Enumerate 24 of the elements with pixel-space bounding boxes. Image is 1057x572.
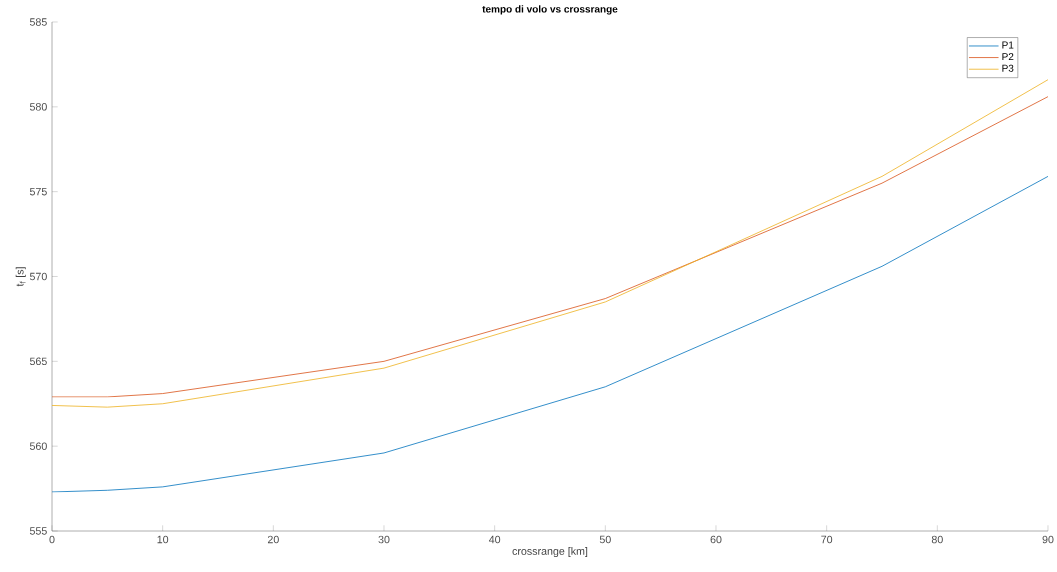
y-axis-title: t$_{f}$ [s] <box>15 267 26 287</box>
y-tick-label: 585 <box>29 18 47 26</box>
x-tick-label: 40 <box>488 535 501 544</box>
y-tick-label: 580 <box>29 103 47 111</box>
y-tick-label: 555 <box>29 527 47 535</box>
chart-title: tempo di volo vs crossrange <box>482 5 618 15</box>
y-tick-label: 570 <box>29 272 47 281</box>
x-tick-label: 0 <box>49 535 55 544</box>
legend-label: P1 <box>1002 41 1014 49</box>
x-tick-label: 20 <box>267 535 279 544</box>
line-series <box>52 176 1048 493</box>
x-tick-label: 70 <box>821 535 833 544</box>
legend-label: P3 <box>1002 64 1014 72</box>
x-tick-label: 60 <box>710 535 722 544</box>
x-tick-label: 10 <box>157 535 169 544</box>
y-tick-label: 575 <box>29 187 47 196</box>
x-tick-label: 30 <box>378 535 390 544</box>
x-tick-label: 50 <box>599 535 611 544</box>
y-tick-label: 565 <box>29 357 47 366</box>
x-tick-label: 80 <box>931 535 943 544</box>
legend-label: P2 <box>1002 53 1014 61</box>
x-tick-label: 90 <box>1042 535 1054 544</box>
y-tick-label: 560 <box>29 442 47 450</box>
x-axis-title: crossrange [km] <box>512 547 588 558</box>
